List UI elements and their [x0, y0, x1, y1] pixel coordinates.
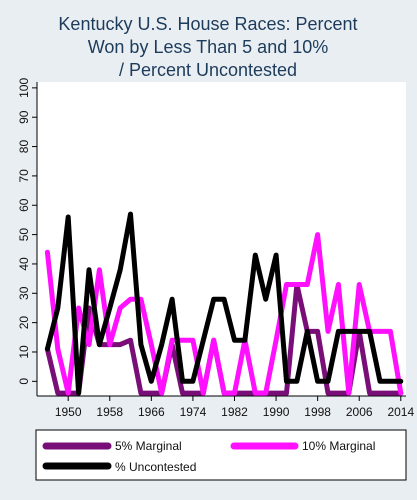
x-tick-label: 1974	[180, 405, 207, 419]
x-tick-label: 2014	[387, 405, 414, 419]
y-tick-label: 50	[17, 228, 31, 242]
chart-title-line-3: / Percent Uncontested	[119, 60, 297, 80]
y-tick-label: 30	[17, 286, 31, 300]
series-uncontested-line	[44, 211, 404, 396]
y-tick-label: 80	[17, 140, 31, 154]
legend-label-5pct: 5% Marginal	[115, 439, 182, 453]
x-tick-label: 1950	[55, 405, 82, 419]
x-tick-label: 1990	[263, 405, 290, 419]
y-axis: 0 10 20 30 40 50 60 70 80 90 100	[17, 78, 38, 396]
y-tick-label: 40	[17, 257, 31, 271]
x-tick-label: 1966	[138, 405, 165, 419]
y-tick-label: 100	[17, 78, 31, 98]
legend-label-uncontested: % Uncontested	[115, 460, 196, 474]
legend-label-10pct: 10% Marginal	[302, 439, 375, 453]
x-axis: 1950 1958 1966 1974 1982 1990 1998 2006 2014	[37, 395, 414, 419]
y-tick-label: 60	[17, 198, 31, 212]
legend-box	[35, 429, 407, 481]
y-tick-label: 0	[17, 378, 31, 385]
x-tick-label: 2006	[346, 405, 373, 419]
x-tick-label: 1998	[304, 405, 331, 419]
y-tick-label: 10	[17, 345, 31, 359]
y-tick-label: 20	[17, 316, 31, 330]
y-tick-label: 90	[17, 110, 31, 124]
x-tick-label: 1982	[221, 405, 248, 419]
chart-title-line-2: Won by Less Than 5 and 10%	[88, 37, 329, 57]
legend: 5% Marginal 10% Marginal % Uncontested	[35, 429, 407, 481]
y-tick-label: 70	[17, 169, 31, 183]
x-tick-label: 1958	[96, 405, 123, 419]
chart-title-line-1: Kentucky U.S. House Races: Percent	[58, 14, 357, 34]
series-layer	[44, 211, 404, 396]
